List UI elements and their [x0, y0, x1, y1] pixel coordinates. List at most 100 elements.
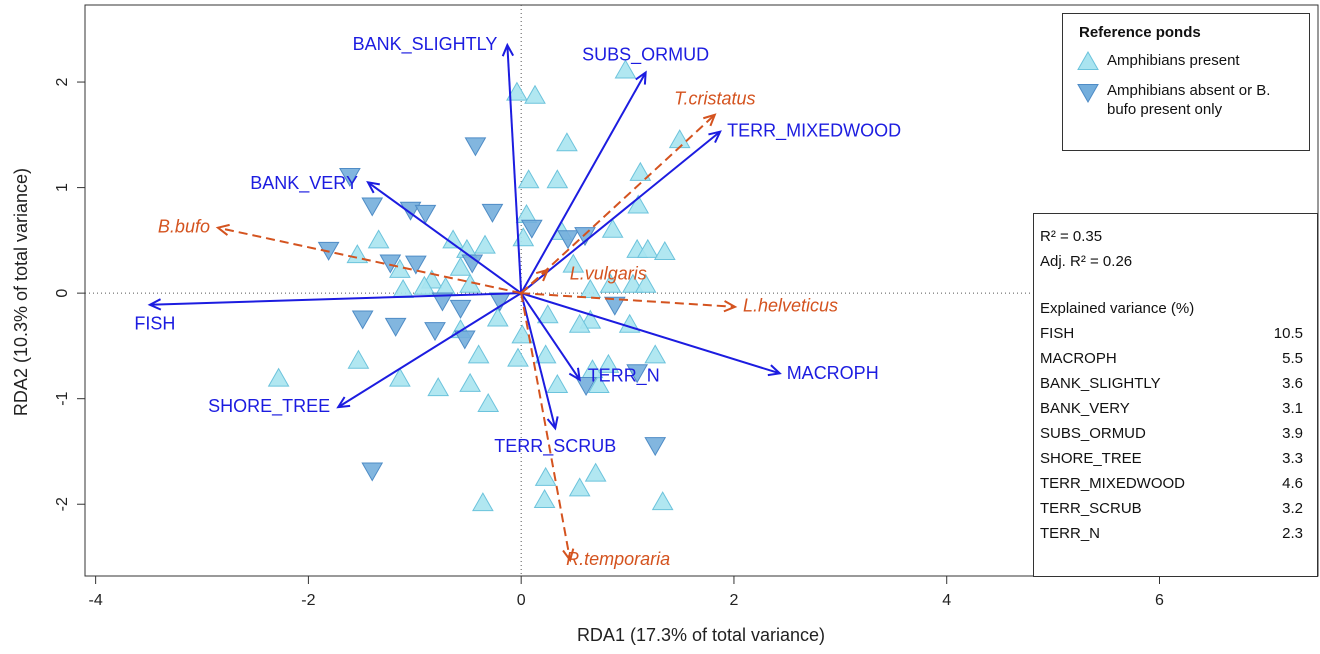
legend-marker	[1077, 84, 1099, 103]
vector	[367, 181, 522, 294]
point	[413, 275, 436, 295]
legend-label: Amphibians present	[1107, 52, 1240, 69]
vector-label: TERR_N	[588, 365, 660, 386]
point	[668, 129, 691, 149]
point	[627, 194, 650, 214]
variance-row: FISH 10.5	[1040, 321, 1311, 346]
point	[449, 299, 472, 319]
vector-label: L.vulgaris	[570, 264, 647, 284]
x-tick-label: 0	[517, 592, 526, 609]
vector-label: B.bufo	[158, 216, 210, 236]
point	[464, 137, 487, 157]
variance-name: SUBS_ORMUD	[1040, 425, 1146, 442]
point	[644, 344, 667, 364]
point	[389, 367, 411, 387]
legend-swatch	[1077, 84, 1099, 103]
point	[579, 278, 602, 298]
point	[587, 373, 610, 393]
point	[472, 492, 494, 512]
variance-value: 10.5	[1273, 325, 1303, 342]
variance-value: 4.6	[1282, 475, 1303, 492]
arrow-head	[501, 42, 515, 57]
point	[520, 219, 543, 239]
point	[361, 462, 384, 482]
point	[524, 84, 546, 104]
vector	[520, 269, 549, 294]
vector	[506, 45, 523, 294]
variance-value: 3.3	[1282, 450, 1303, 467]
point	[367, 229, 390, 249]
spacer	[1040, 274, 1311, 296]
legend-marker	[1077, 51, 1099, 70]
point	[414, 204, 437, 224]
arrow-head	[703, 113, 717, 127]
y-tick-label: -2	[54, 497, 71, 511]
point	[351, 310, 374, 330]
variance-value: 3.1	[1282, 400, 1303, 417]
variance-row: TERR_N 2.3	[1040, 521, 1311, 546]
point	[467, 344, 490, 364]
legend-label: Amphibians absent or B. bufo present onl…	[1107, 82, 1271, 118]
point	[384, 317, 407, 337]
variance-row: TERR_MIXEDWOOD 4.6	[1040, 471, 1311, 496]
point	[431, 292, 454, 312]
variance-row: MACROPH 5.5	[1040, 346, 1311, 371]
point	[557, 230, 579, 250]
point	[533, 488, 556, 509]
point	[651, 491, 674, 511]
arrow-head	[767, 364, 782, 377]
arrow-head	[568, 367, 581, 382]
arrow-head	[708, 130, 722, 143]
vector	[520, 292, 557, 429]
arrow-head	[546, 416, 559, 431]
point	[601, 218, 624, 238]
point	[534, 344, 557, 364]
vector-label: R.temporaria	[566, 549, 670, 569]
point	[361, 197, 384, 217]
vector	[337, 292, 522, 408]
point	[511, 324, 534, 344]
point	[379, 254, 402, 274]
variance-value: 3.9	[1282, 425, 1303, 442]
vector-label: BANK_VERY	[250, 173, 358, 194]
arrow-head	[147, 298, 162, 311]
point	[404, 255, 427, 275]
point	[267, 367, 290, 387]
y-tick-label: 2	[54, 78, 71, 87]
point	[459, 372, 481, 392]
point	[461, 254, 484, 274]
vector	[520, 292, 780, 375]
point	[424, 322, 446, 342]
point	[636, 238, 659, 258]
arrow-head	[336, 396, 351, 409]
variance-value: 5.5	[1282, 350, 1303, 367]
vector	[520, 292, 572, 561]
vector-label: MACROPH	[787, 363, 879, 383]
variance-value: 2.3	[1282, 525, 1303, 542]
arrow-head	[723, 300, 738, 313]
point	[486, 307, 509, 327]
legend-item: Amphibians present	[1075, 51, 1297, 73]
point	[474, 234, 496, 254]
vector-label: T.cristatus	[674, 89, 755, 109]
point	[603, 296, 626, 316]
point	[453, 330, 476, 350]
legend-swatch	[1077, 51, 1099, 70]
variance-name: BANK_SLIGHTLY	[1040, 375, 1161, 392]
point	[534, 466, 557, 486]
vector	[520, 292, 581, 381]
point	[599, 273, 622, 293]
variance-name: TERR_N	[1040, 525, 1101, 542]
variance-value: 3.2	[1282, 500, 1303, 517]
table-title: Explained variance (%)	[1040, 300, 1195, 317]
variance-name: BANK_VERY	[1040, 400, 1130, 417]
point	[392, 278, 414, 298]
point	[477, 392, 500, 412]
point	[449, 256, 472, 276]
point	[597, 353, 620, 373]
variance-name: FISH	[1040, 325, 1075, 342]
legend-item: Amphibians absent or B. bufo present onl…	[1075, 81, 1297, 119]
point	[536, 304, 559, 324]
vector-label: BANK_SLIGHTLY	[353, 34, 498, 55]
